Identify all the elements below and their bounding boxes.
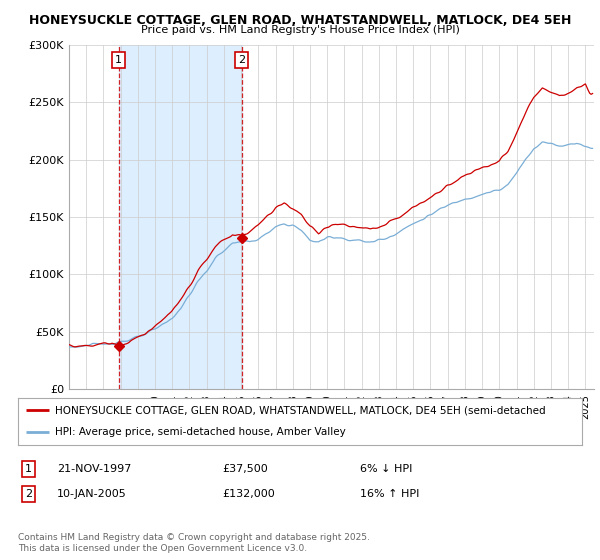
- Text: 10-JAN-2005: 10-JAN-2005: [57, 489, 127, 499]
- Text: HONEYSUCKLE COTTAGE, GLEN ROAD, WHATSTANDWELL, MATLOCK, DE4 5EH (semi-detached: HONEYSUCKLE COTTAGE, GLEN ROAD, WHATSTAN…: [55, 405, 545, 416]
- Text: HONEYSUCKLE COTTAGE, GLEN ROAD, WHATSTANDWELL, MATLOCK, DE4 5EH: HONEYSUCKLE COTTAGE, GLEN ROAD, WHATSTAN…: [29, 14, 571, 27]
- Text: £37,500: £37,500: [222, 464, 268, 474]
- Text: 2: 2: [25, 489, 32, 499]
- Text: Price paid vs. HM Land Registry's House Price Index (HPI): Price paid vs. HM Land Registry's House …: [140, 25, 460, 35]
- Text: HPI: Average price, semi-detached house, Amber Valley: HPI: Average price, semi-detached house,…: [55, 427, 346, 437]
- Text: 16% ↑ HPI: 16% ↑ HPI: [360, 489, 419, 499]
- Text: 1: 1: [115, 55, 122, 65]
- Text: Contains HM Land Registry data © Crown copyright and database right 2025.
This d: Contains HM Land Registry data © Crown c…: [18, 533, 370, 553]
- Bar: [119, 45, 242, 389]
- Text: 21-NOV-1997: 21-NOV-1997: [57, 464, 131, 474]
- Text: 2: 2: [238, 55, 245, 65]
- Text: £132,000: £132,000: [222, 489, 275, 499]
- Text: 1: 1: [25, 464, 32, 474]
- Text: 6% ↓ HPI: 6% ↓ HPI: [360, 464, 412, 474]
